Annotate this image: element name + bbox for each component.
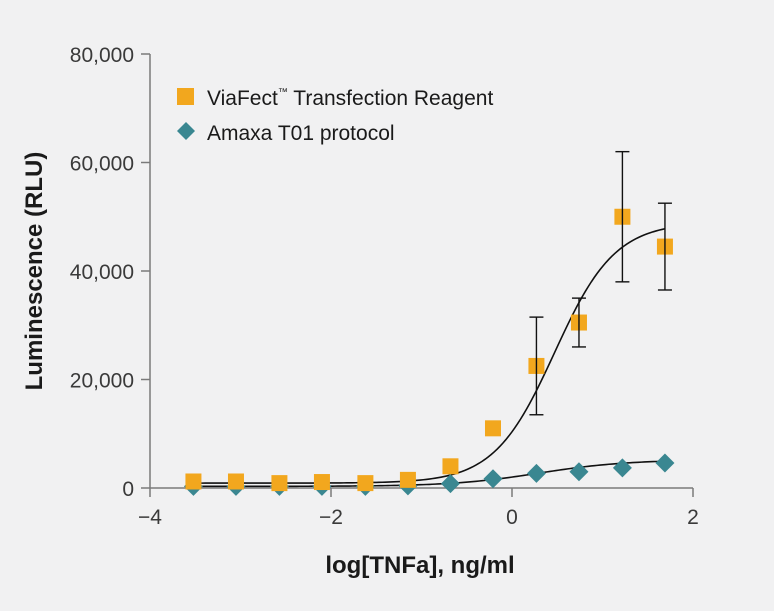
legend-marker-amaxa	[177, 122, 195, 140]
x-tick-label: −2	[319, 506, 343, 529]
y-tick-label: 20,000	[70, 370, 134, 393]
data-point-viafect	[484, 420, 501, 437]
legend-label-viafect-tm: ™	[278, 87, 288, 98]
x-tick-label: 0	[506, 506, 518, 529]
y-ticks: 0 20,000 40,000 60,000 80,000	[70, 44, 150, 501]
data-point-viafect	[313, 474, 330, 491]
y-axis-title: Luminescence (RLU)	[21, 152, 48, 391]
error-bar-viafect	[529, 316, 544, 416]
data-point-viafect	[442, 458, 459, 475]
x-tick-label: 2	[687, 506, 699, 529]
x-ticks: −4 −2 0 2	[138, 488, 699, 529]
legend: ViaFect™ Transfection Reagent Amaxa T01 …	[177, 87, 493, 145]
legend-label-amaxa: Amaxa T01 protocol	[207, 122, 395, 145]
y-tick-label: 80,000	[70, 44, 134, 67]
data-point-viafect	[399, 471, 416, 488]
data-point-viafect	[271, 475, 288, 492]
plot-area	[183, 150, 675, 496]
error-bar-viafect	[615, 150, 630, 283]
data-point-amaxa	[483, 469, 503, 489]
data-point-viafect	[227, 473, 244, 490]
axes: 0 20,000 40,000 60,000 80,000 −4 −2 0 2	[70, 44, 699, 529]
error-bar-viafect	[571, 297, 586, 348]
legend-marker-viafect	[177, 88, 194, 105]
data-point-amaxa	[612, 458, 632, 478]
data-point-amaxa	[526, 463, 546, 483]
error-bar-viafect	[657, 202, 672, 291]
y-tick-label: 0	[122, 478, 134, 501]
data-point-viafect	[185, 473, 202, 490]
data-point-viafect	[357, 475, 374, 492]
y-tick-label: 40,000	[70, 261, 134, 284]
legend-label-viafect: ViaFect™ Transfection Reagent	[207, 87, 493, 110]
x-tick-label: −4	[138, 506, 162, 529]
x-axis-title: log[TNFa], ng/ml	[325, 552, 514, 579]
data-point-amaxa	[655, 453, 675, 473]
legend-label-viafect-rest: Transfection Reagent	[288, 87, 494, 110]
data-point-amaxa	[569, 462, 589, 482]
fit-curve-viafect	[193, 227, 666, 484]
y-tick-label: 60,000	[70, 153, 134, 176]
data-point-amaxa	[440, 474, 460, 494]
legend-label-viafect-name: ViaFect	[207, 87, 278, 110]
